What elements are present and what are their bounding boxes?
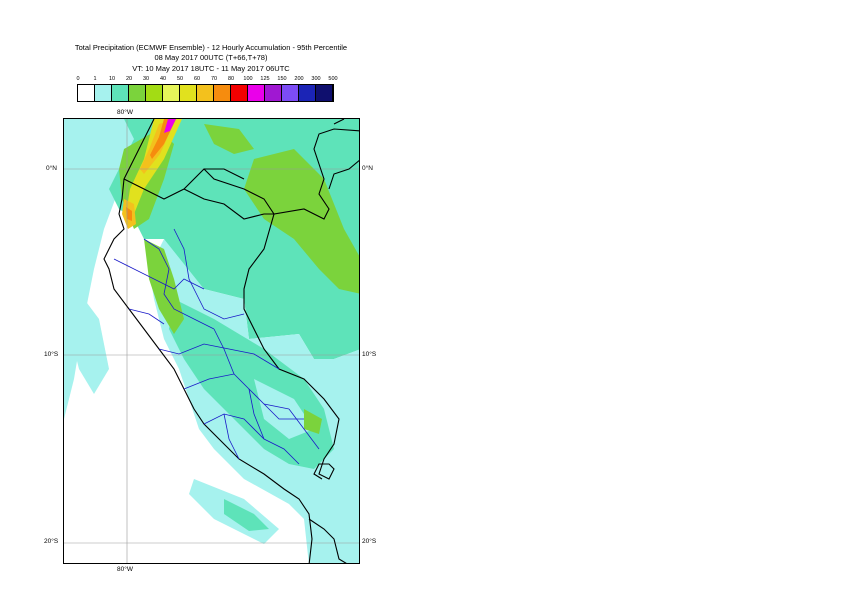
colorbar-swatch <box>129 85 146 101</box>
colorbar-tick-label: 0 <box>76 76 80 82</box>
lon-label-top: 80°W <box>117 109 133 116</box>
colorbar-tick-label: 50 <box>176 76 184 82</box>
lat-label-20-right: 20°S <box>362 538 377 545</box>
colorbar-swatch <box>214 85 231 101</box>
colorbar-swatch <box>265 85 282 101</box>
lat-label-0-left: 0°N <box>46 165 57 172</box>
colorbar-swatch <box>231 85 248 101</box>
land-precip-heavy-east <box>244 149 359 294</box>
ocean-precip-patch-1 <box>69 279 109 394</box>
lat-label-10-left: 10°S <box>44 351 59 358</box>
colorbar-tick-label: 60 <box>193 76 201 82</box>
title-line-3: VT: 10 May 2017 18UTC - 11 May 2017 06UT… <box>132 64 290 73</box>
land-precip-heavy-patch <box>304 409 322 434</box>
colorbar-tick-label: 150 <box>277 76 287 82</box>
colorbar-tick-label: 10 <box>108 76 116 82</box>
land-precip-heavy-north <box>204 124 254 154</box>
colorbar-tick-label: 70 <box>210 76 218 82</box>
colorbar-swatch <box>316 85 333 101</box>
colorbar-tick-label: 200 <box>294 76 304 82</box>
colorbar-swatch <box>282 85 299 101</box>
ocean-precip-patch-3 <box>224 499 269 531</box>
colorbar-labels: 0 1 10 20 30 40 50 60 70 80 100 125 150 200 300 500 <box>76 76 347 85</box>
precip-cell-magenta <box>164 119 176 133</box>
colorbar-tick-label: 30 <box>142 76 150 82</box>
colorbar-tick-label: 1 <box>93 76 97 82</box>
colorbar-swatch <box>95 85 112 101</box>
colorbar-swatch <box>112 85 129 101</box>
lon-label-bottom: 80°W <box>117 566 133 573</box>
colorbar-tick-label: 300 <box>311 76 321 82</box>
colorbar-tick-label: 80 <box>227 76 235 82</box>
lat-label-20-left: 20°S <box>44 538 59 545</box>
colorbar-tick-label: 100 <box>243 76 253 82</box>
colorbar-tick-label: 40 <box>159 76 167 82</box>
land-precip-light-patch <box>254 379 314 439</box>
colorbar-swatch <box>197 85 214 101</box>
colorbar-swatch <box>248 85 265 101</box>
precip-cell-south-inner <box>126 207 132 221</box>
ocean-precip-light <box>64 119 184 419</box>
colorbar <box>77 84 334 102</box>
lat-label-0-right: 0°N <box>362 165 373 172</box>
colorbar-tick-label: 20 <box>125 76 133 82</box>
precipitation-map <box>63 118 360 564</box>
title-line-1: Total Precipitation (ECMWF Ensemble) - 1… <box>74 43 348 52</box>
colorbar-tick-label: 125 <box>260 76 270 82</box>
admin-boundaries <box>113 228 320 465</box>
colorbar-tick-label: 500 <box>328 76 338 82</box>
title-line-2: 08 May 2017 00UTC (T+66,T+78) <box>154 53 268 62</box>
lat-label-10-right: 10°S <box>362 351 377 358</box>
colorbar-swatch <box>180 85 197 101</box>
map-canvas <box>64 119 359 563</box>
colorbar-swatch <box>78 85 95 101</box>
colorbar-swatch <box>146 85 163 101</box>
colorbar-swatch <box>163 85 180 101</box>
colorbar-swatch <box>299 85 316 101</box>
land-precip-heavy-andes <box>144 239 184 334</box>
colorbar-legend: 0 1 10 20 30 40 50 60 70 80 100 125 150 200 300 500 <box>76 76 347 85</box>
